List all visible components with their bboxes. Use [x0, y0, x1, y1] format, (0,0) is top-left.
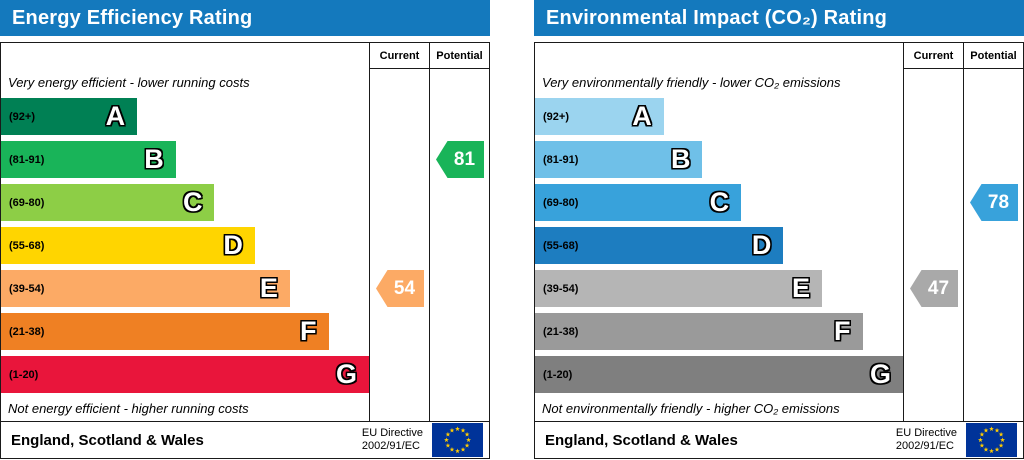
- band-range-label: (55-68): [543, 239, 579, 252]
- bottom-note: Not environmentally friendly - higher CO…: [542, 401, 840, 416]
- band-bar-g: (1-20) G: [1, 356, 369, 393]
- band-range-label: (81-91): [9, 153, 45, 166]
- band-letter: E: [259, 273, 278, 303]
- band-row-c: (69-80) C: [1, 181, 369, 224]
- band-letter: F: [300, 316, 317, 346]
- band-range-label: (69-80): [543, 196, 579, 209]
- potential-column-header: Potential: [963, 43, 1023, 69]
- current-rating-arrow: 54: [376, 270, 424, 307]
- band-row-b: (81-91) B: [535, 138, 903, 181]
- band-range-label: (39-54): [543, 282, 579, 295]
- eu-directive-line2: 2002/91/EC: [895, 440, 954, 452]
- band-bar-d: (55-68) D: [535, 227, 784, 264]
- band-bar-c: (69-80) C: [1, 184, 215, 221]
- band-bar-e: (39-54) E: [535, 270, 823, 307]
- current-column: 54: [369, 69, 429, 421]
- band-range-label: (92+): [9, 110, 35, 123]
- eu-directive-line1: EU Directive: [895, 426, 957, 439]
- band-letter: E: [792, 273, 811, 303]
- band-letter: G: [869, 359, 891, 389]
- eu-flag-icon: [966, 423, 1017, 457]
- band-range-label: (39-54): [9, 282, 45, 295]
- band-range-label: (1-20): [9, 368, 39, 381]
- band-row-g: (1-20) G: [535, 353, 903, 396]
- band-bar-b: (81-91) B: [1, 141, 176, 178]
- current-column-header: Current: [369, 43, 429, 69]
- environmental-panel-title: Environmental Impact (CO₂) Rating: [534, 0, 1024, 36]
- eu-directive-label: EU Directive 2002/91/EC: [362, 427, 423, 453]
- band-letter: D: [751, 230, 772, 260]
- band-row-g: (1-20) G: [1, 353, 369, 396]
- energy-panel-title: Energy Efficiency Rating: [0, 0, 490, 36]
- band-letter: F: [834, 316, 851, 346]
- band-range-label: (81-91): [543, 153, 579, 166]
- energy-efficiency-panel: Energy Efficiency Rating Current Potenti…: [0, 0, 490, 459]
- potential-column: 81: [429, 69, 489, 421]
- band-row-e: (39-54) E: [535, 267, 903, 310]
- band-row-d: (55-68) D: [1, 224, 369, 267]
- potential-column-header: Potential: [429, 43, 489, 69]
- band-letter: D: [223, 230, 243, 260]
- band-bar-a: (92+) A: [1, 98, 138, 135]
- top-note: Very environmentally friendly - lower CO…: [542, 74, 841, 90]
- band-row-a: (92+) A: [535, 95, 903, 138]
- potential-rating-arrow: 78: [970, 184, 1018, 221]
- band-letter: A: [632, 101, 652, 131]
- energy-rating-chart: Current Potential Very energy efficient …: [0, 42, 490, 422]
- band-bar-a: (92+) A: [535, 98, 664, 135]
- band-range-label: (55-68): [9, 239, 45, 252]
- environmental-bands-area: Very environmentally friendly - lower CO…: [535, 69, 903, 421]
- band-range-label: (21-38): [9, 325, 45, 338]
- potential-column: 78: [963, 69, 1023, 421]
- band-bar-f: (21-38) F: [1, 313, 329, 350]
- current-column: 47: [903, 69, 963, 421]
- band-letter: B: [144, 144, 164, 174]
- band-row-b: (81-91) B: [1, 138, 369, 181]
- current-rating-value: 47: [927, 277, 950, 299]
- current-rating-value: 54: [393, 277, 416, 299]
- band-row-e: (39-54) E: [1, 267, 369, 310]
- current-rating-arrow: 47: [910, 270, 958, 307]
- potential-rating-value: 81: [453, 148, 476, 170]
- band-letter: B: [670, 144, 691, 174]
- band-bar-d: (55-68) D: [1, 227, 255, 264]
- band-bar-c: (69-80) C: [535, 184, 742, 221]
- band-row-d: (55-68) D: [535, 224, 903, 267]
- band-row-c: (69-80) C: [535, 181, 903, 224]
- band-letter: A: [105, 101, 126, 131]
- current-column-header: Current: [903, 43, 963, 69]
- band-row-f: (21-38) F: [1, 310, 369, 353]
- eu-flag-icon: [432, 423, 483, 457]
- band-range-label: (69-80): [9, 196, 45, 209]
- top-note: Very energy efficient - lower running co…: [8, 74, 250, 90]
- potential-rating-arrow: 81: [436, 141, 484, 178]
- bottom-note: Not energy efficient - higher running co…: [8, 401, 249, 416]
- band-letter: C: [182, 187, 203, 217]
- band-bar-b: (81-91) B: [535, 141, 703, 178]
- chart-corner-spacer: [1, 43, 369, 69]
- chart-corner-spacer: [535, 43, 903, 69]
- energy-footer: England, Scotland & Wales EU Directive 2…: [0, 421, 490, 459]
- band-range-label: (21-38): [543, 325, 579, 338]
- band-bar-f: (21-38) F: [535, 313, 863, 350]
- region-label: England, Scotland & Wales: [11, 431, 204, 449]
- potential-rating-value: 78: [987, 191, 1010, 213]
- band-letter: G: [335, 359, 357, 389]
- band-bar-e: (39-54) E: [1, 270, 290, 307]
- eu-directive-line1: EU Directive: [361, 426, 423, 439]
- band-range-label: (92+): [543, 110, 569, 123]
- eu-directive-line2: 2002/91/EC: [361, 440, 420, 452]
- band-range-label: (1-20): [543, 368, 573, 381]
- band-row-f: (21-38) F: [535, 310, 903, 353]
- environmental-impact-panel: Environmental Impact (CO₂) Rating Curren…: [534, 0, 1024, 459]
- band-bar-g: (1-20) G: [535, 356, 903, 393]
- region-label: England, Scotland & Wales: [545, 431, 738, 449]
- environmental-footer: England, Scotland & Wales EU Directive 2…: [534, 421, 1024, 459]
- band-row-a: (92+) A: [1, 95, 369, 138]
- band-letter: C: [709, 187, 730, 217]
- energy-bands-area: Very energy efficient - lower running co…: [1, 69, 369, 421]
- eu-directive-label: EU Directive 2002/91/EC: [896, 427, 957, 453]
- environmental-rating-chart: Current Potential Very environmentally f…: [534, 42, 1024, 422]
